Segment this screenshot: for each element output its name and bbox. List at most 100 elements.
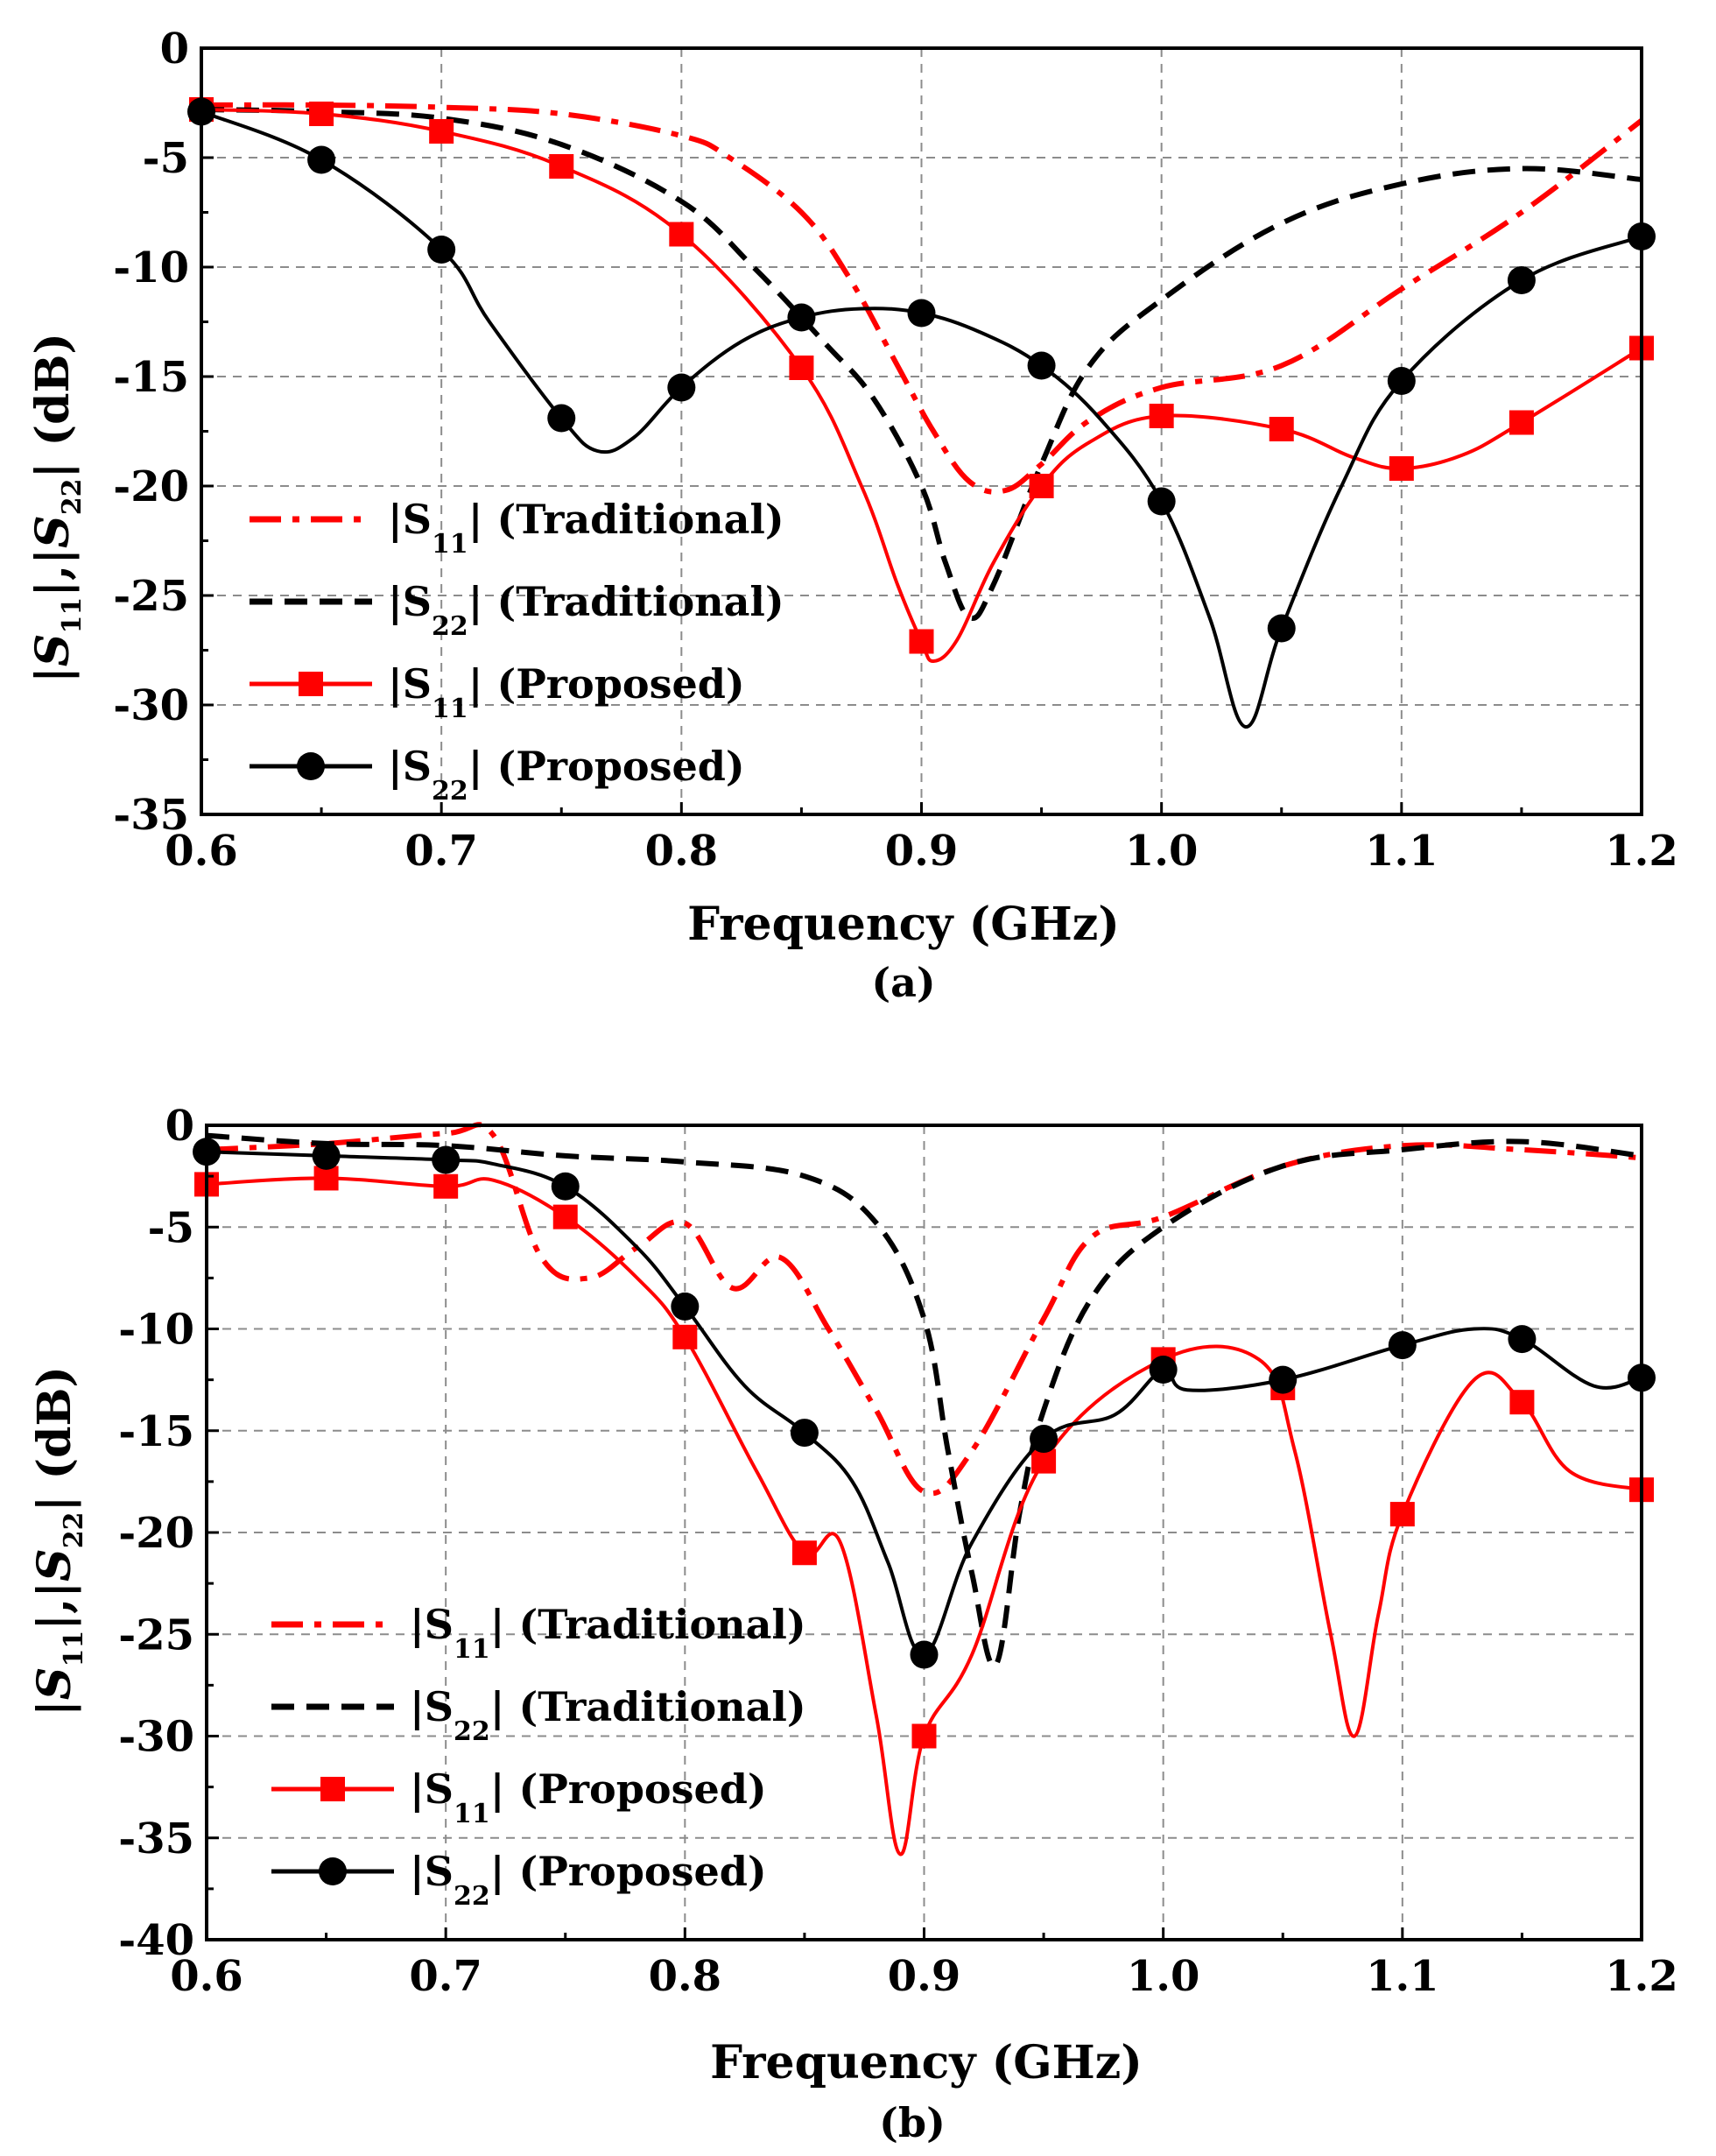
legend-label-2: |S22| (Traditional) [388,578,784,642]
chart-b-caption: (b) [879,2099,946,2146]
x-tick-label: 1.0 [1125,827,1199,876]
legend-label-1: |S11| (Traditional) [388,496,784,560]
legend-label-1: |S11| (Traditional) [410,1601,806,1665]
data-point [433,1173,459,1199]
data-point [307,145,336,174]
legend-label-4: |S22| (Proposed) [410,1848,767,1912]
data-point [309,102,334,126]
data-point [1269,417,1294,441]
legend-label-3: |S11| (Proposed) [388,660,745,724]
y-tick-label: -20 [118,1509,194,1558]
chart-a-xlabel: Frequency (GHz) [687,898,1120,951]
series-line-1 [200,102,1643,495]
data-point [1030,1425,1058,1454]
data-point [1387,367,1416,395]
chart-a-grid [201,48,1642,814]
chart-a-series [187,97,1656,729]
data-point [1031,1448,1057,1474]
y-tick-label: -10 [118,1306,194,1355]
y-tick-label: -25 [113,572,189,621]
data-point [549,154,574,179]
x-tick-label: 1.2 [1605,827,1678,876]
data-point [790,1419,819,1448]
chart-b-grid [207,1125,1642,1940]
x-tick-label: 1.2 [1605,1952,1678,2001]
chart-a-legend: |S11| (Traditional) |S22| (Traditional) |S… [250,496,784,807]
chart-b-ticks: 0.6 0.7 0.8 0.9 1.0 1.1 1.2 0 -5 -10 -15 -20 -25 -30 -… [118,1102,1677,2001]
data-point [789,356,814,380]
data-point [1149,404,1174,428]
y-tick-label: -5 [148,1203,194,1252]
y-tick-label: -5 [143,134,189,183]
data-point [787,303,816,332]
data-point [910,1640,939,1669]
x-tick-label: 0.6 [165,827,238,876]
x-tick-label: 0.7 [404,827,478,876]
chart-b-ylabel: |S11|,|S22| (dB) [28,1366,89,1716]
data-point [1027,351,1056,380]
data-point [669,222,694,247]
data-point [1509,1390,1535,1415]
x-tick-label: 1.1 [1366,1952,1439,2001]
legend-label-4: |S22| (Proposed) [388,743,745,807]
data-point [432,1145,461,1174]
data-point [313,1166,339,1191]
chart-b-legend: |S11| (Traditional) |S22| (Traditional) |S… [271,1601,806,1912]
x-tick-label: 0.7 [409,1952,482,2001]
series-line-2 [200,107,1642,621]
data-point [1149,1356,1178,1384]
data-point [1269,1365,1298,1394]
x-tick-label: 1.1 [1365,827,1438,876]
x-tick-label: 0.9 [885,827,959,876]
y-tick-label: 0 [165,1102,194,1151]
chart-b: 0.6 0.7 0.8 0.9 1.0 1.1 1.2 0 -5 -10 -15 -20 -25 -30 -… [28,1102,1678,2146]
legend-label-2: |S22| (Traditional) [410,1683,806,1747]
y-tick-label: -30 [118,1713,194,1762]
y-tick-label: -20 [113,462,189,511]
data-point [909,629,934,654]
series-line-1 [206,1122,1642,1497]
data-point [547,404,576,433]
x-tick-label: 1.0 [1127,1952,1200,2001]
data-point [312,1141,341,1170]
data-point [671,1292,700,1321]
data-point [427,236,456,264]
y-tick-label: -35 [118,1814,194,1864]
data-point [907,299,936,328]
chart-b-series [193,1122,1656,1857]
data-point [1388,1331,1417,1360]
y-tick-label: -10 [113,243,189,292]
data-point [667,373,696,402]
series-line-3 [206,1176,1642,1857]
y-tick-label: -30 [113,681,189,730]
y-tick-label: -40 [118,1916,194,1965]
x-tick-label: 0.9 [888,1952,961,2001]
data-point [552,1204,578,1229]
legend-marker [297,752,325,780]
y-tick-label: -15 [118,1407,194,1456]
y-tick-label: 0 [160,25,189,74]
svg-text:|S11|,|S22| (dB): |S11|,|S22| (dB) [28,1366,89,1716]
series-line-2 [206,1132,1642,1669]
data-point [672,1324,698,1349]
y-tick-label: -15 [113,353,189,402]
data-point [1507,266,1536,294]
data-point [1389,1502,1415,1527]
x-tick-label: 0.8 [645,827,719,876]
data-point [1267,614,1296,643]
data-point [911,1723,937,1749]
data-point [429,119,454,144]
data-point [551,1172,580,1201]
legend-marker [319,1857,347,1885]
legend-label-3: |S11| (Proposed) [410,1765,767,1829]
data-point [1389,456,1414,481]
y-tick-label: -35 [113,791,189,840]
chart-a: 0.6 0.7 0.8 0.9 1.0 1.1 1.2 0 -5 -10 -15 -20 -25 -30 -… [26,25,1678,1006]
chart-a-ticks: 0.6 0.7 0.8 0.9 1.0 1.1 1.2 0 -5 -10 -15 -20 -25 -30 -… [113,25,1677,876]
svg-text:|S11|,|S22| (dB): |S11|,|S22| (dB) [26,333,88,683]
data-point [1147,487,1176,516]
data-point [1508,1325,1537,1354]
legend-marker [299,672,323,696]
x-tick-label: 0.6 [170,1952,243,2001]
